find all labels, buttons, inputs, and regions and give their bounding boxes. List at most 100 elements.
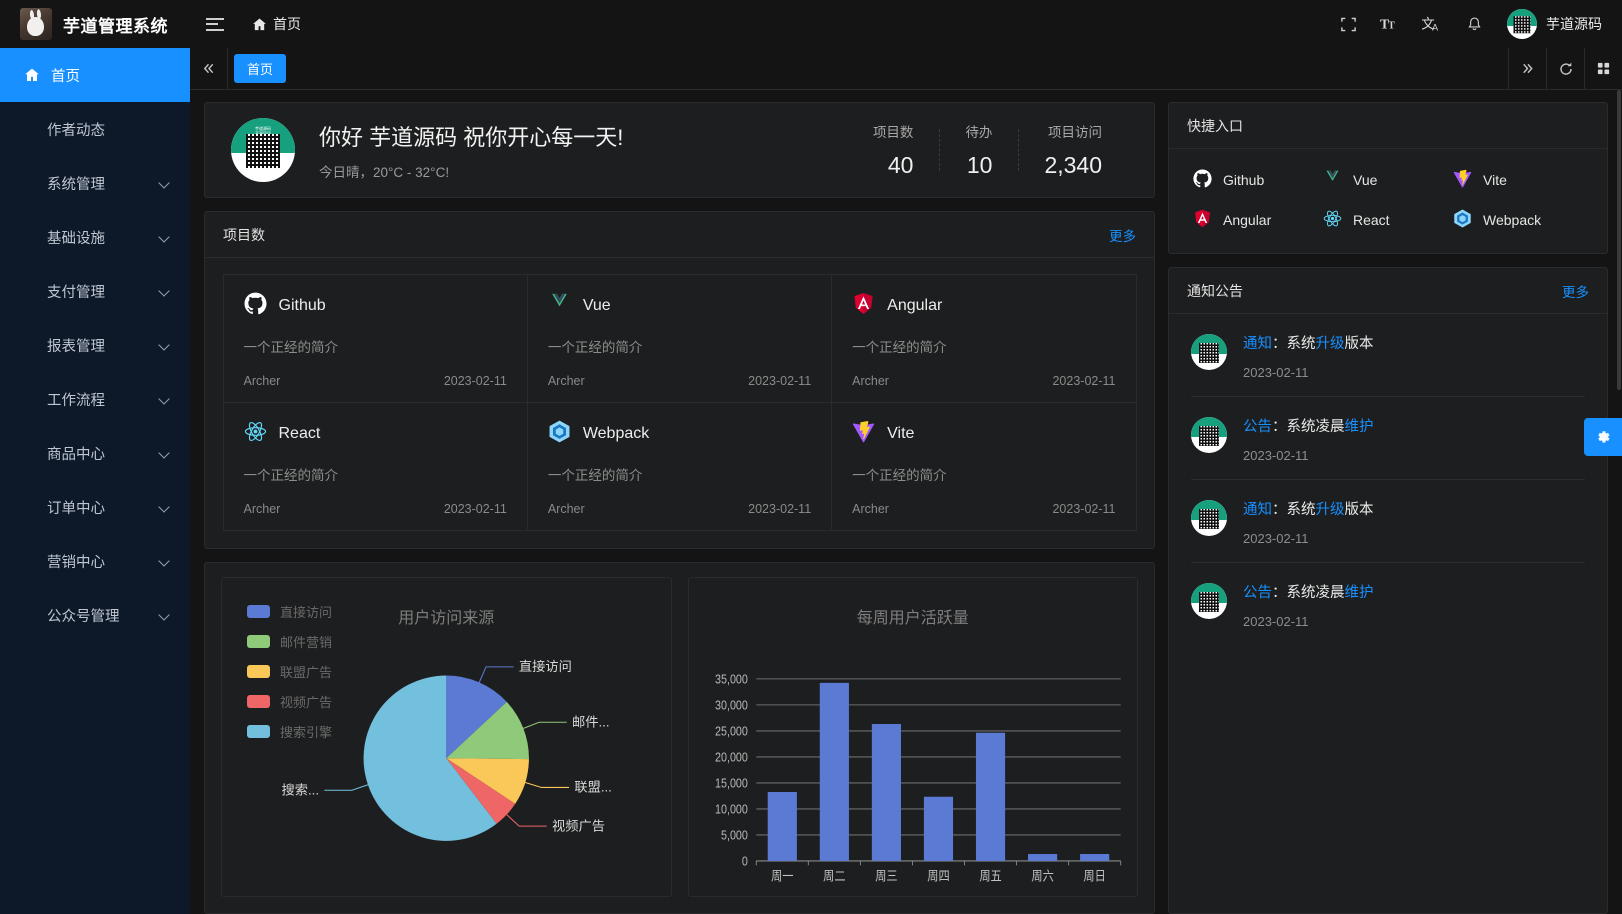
refresh-icon[interactable] <box>1546 48 1584 89</box>
svg-text:周二: 周二 <box>823 869 845 884</box>
quick-entry-label: Vite <box>1483 172 1507 188</box>
page-scrollbar[interactable] <box>1616 90 1622 914</box>
notice-body: 通知：系统升级版本 2023-02-11 公告：系统凌晨维护 <box>1169 314 1607 645</box>
projects-header: 项目数 更多 <box>205 212 1154 258</box>
chevron-down-icon <box>159 232 170 243</box>
fullscreen-icon[interactable] <box>1327 0 1369 48</box>
bar-chart-svg: 0 5,000 10,000 15,000 20,000 25,000 30,000 35,0… <box>715 673 1121 884</box>
project-date: 2023-02-11 <box>748 501 812 516</box>
project-author: Archer <box>243 501 281 516</box>
weather-text: 今日晴，20°C - 32°C! <box>319 164 450 180</box>
sidebar-item-home[interactable]: 首页 <box>0 48 190 102</box>
pie-chart[interactable]: 用户访问来源 直接访问 邮件营销 联盟广告 视频广告 搜索引擎 直接访问 邮件..… <box>221 577 672 897</box>
project-card-vite[interactable]: Vite 一个正经的简介 Archer 2023-02-11 <box>831 401 1137 531</box>
double-chevron-left-icon[interactable] <box>190 48 228 89</box>
notice-date: 2023-02-11 <box>1243 531 1309 546</box>
sidebar-item-author-news[interactable]: 作者动态 <box>0 102 190 156</box>
quick-entry-card: 快捷入口 Github Vue <box>1168 102 1608 254</box>
webpack-icon <box>1453 209 1472 231</box>
notice-item[interactable]: 通知：系统升级版本 2023-02-11 <box>1191 314 1585 397</box>
project-card-vue[interactable]: Vue 一个正经的简介 Archer 2023-02-11 <box>526 273 833 403</box>
sidebar-item-workflow[interactable]: 工作流程 <box>0 372 190 426</box>
project-date: 2023-02-11 <box>443 501 507 516</box>
sidebar-item-system[interactable]: 系统管理 <box>0 156 190 210</box>
bar-chart[interactable]: 每周用户活跃量 0 5,000 10,000 15,000 20,000 25,000 30… <box>687 577 1138 897</box>
quick-entry-react[interactable]: React <box>1323 209 1453 231</box>
sidebar-item-infra[interactable]: 基础设施 <box>0 210 190 264</box>
projects-more-link[interactable]: 更多 <box>1109 228 1136 244</box>
notice-date: 2023-02-11 <box>1243 448 1309 463</box>
notice-item[interactable]: 公告：系统凌晨维护 2023-02-11 <box>1191 397 1585 480</box>
sidebar: 首页 作者动态 系统管理 基础设施 支付管理 报表管理 工作流 <box>0 48 190 914</box>
quick-entry-vite[interactable]: Vite <box>1453 169 1583 191</box>
main-column: 芋道源码开源项目 你好 芋道源码 祝你开心每一天! 今日晴，20°C - 32°… <box>204 102 1155 914</box>
avatar <box>1191 417 1227 453</box>
notice-more-link[interactable]: 更多 <box>1562 284 1589 300</box>
quick-entry-body: Github Vue Vite <box>1169 149 1607 253</box>
brand[interactable]: 芋道管理系统 <box>0 8 196 40</box>
chevron-down-icon <box>159 286 170 297</box>
notice-pre: 系统 <box>1286 502 1316 518</box>
chevron-down-icon <box>159 610 170 621</box>
user-menu[interactable]: 芋道源码 <box>1495 9 1608 39</box>
tab-bar: 首页 <box>190 48 1622 90</box>
quick-entry-github[interactable]: Github <box>1193 169 1323 191</box>
legend-swatch <box>247 605 270 618</box>
settings-drawer-button[interactable] <box>1584 418 1622 456</box>
sidebar-item-product[interactable]: 商品中心 <box>0 426 190 480</box>
svg-text:邮件...: 邮件... <box>572 714 610 729</box>
notice-item[interactable]: 公告：系统凌晨维护 2023-02-11 <box>1191 563 1585 645</box>
project-card-github[interactable]: Github 一个正经的简介 Archer 2023-02-11 <box>222 273 528 403</box>
avatar <box>1191 583 1227 619</box>
vite-icon <box>1453 169 1472 191</box>
home-icon <box>252 17 267 32</box>
project-date: 2023-02-11 <box>1052 501 1116 516</box>
project-card-angular[interactable]: Angular 一个正经的简介 Archer 2023-02-11 <box>831 273 1137 403</box>
svg-text:35,000: 35,000 <box>715 673 748 687</box>
hamburger-icon[interactable] <box>206 17 224 31</box>
quick-entry-vue[interactable]: Vue <box>1323 169 1453 191</box>
sidebar-item-pay[interactable]: 支付管理 <box>0 264 190 318</box>
github-icon <box>243 292 267 320</box>
chevron-down-icon <box>159 502 170 513</box>
charts-card: 用户访问来源 直接访问 邮件营销 联盟广告 视频广告 搜索引擎 直接访问 邮件..… <box>204 562 1155 914</box>
bar-chart-title: 每周用户活跃量 <box>856 610 969 627</box>
tab-home[interactable]: 首页 <box>234 54 287 83</box>
notice-date: 2023-02-11 <box>1243 365 1309 380</box>
breadcrumb[interactable]: 首页 <box>252 14 301 34</box>
bell-icon[interactable] <box>1453 0 1495 48</box>
double-chevron-right-icon[interactable] <box>1508 48 1546 89</box>
project-card-webpack[interactable]: Webpack 一个正经的简介 Archer 2023-02-11 <box>526 401 833 531</box>
sidebar-item-order[interactable]: 订单中心 <box>0 480 190 534</box>
side-column: 快捷入口 Github Vue <box>1168 102 1608 914</box>
pie-chart-title: 用户访问来源 <box>398 610 495 627</box>
notice-pre: 系统凌晨 <box>1286 585 1345 601</box>
project-card-react[interactable]: React 一个正经的简介 Archer 2023-02-11 <box>222 401 528 531</box>
quick-entry-header: 快捷入口 <box>1169 103 1607 149</box>
project-name: Angular <box>887 296 943 314</box>
main-area: 首页 <box>190 48 1622 914</box>
notice-item[interactable]: 通知：系统升级版本 2023-02-11 <box>1191 480 1585 563</box>
quick-entry-angular[interactable]: Angular <box>1193 209 1323 231</box>
sidebar-item-marketing[interactable]: 营销中心 <box>0 534 190 588</box>
welcome-stats: 项目数 40 待办 10 项目访问 2,340 <box>847 121 1128 179</box>
svg-text:视频广告: 视频广告 <box>552 818 605 833</box>
notice-header: 通知公告 更多 <box>1169 268 1607 314</box>
notice-highlight: 维护 <box>1344 585 1374 601</box>
stat-todo: 待办 10 <box>939 121 1018 179</box>
grid-icon[interactable] <box>1584 48 1622 89</box>
project-desc: 一个正经的简介 <box>852 467 947 483</box>
avatar <box>1507 9 1537 39</box>
sidebar-item-label: 基础设施 <box>47 230 105 247</box>
pie-chart-svg: 直接访问邮件...联盟...视频广告搜索... <box>282 658 612 841</box>
quick-entry-webpack[interactable]: Webpack <box>1453 209 1583 231</box>
sidebar-item-mp[interactable]: 公众号管理 <box>0 588 190 642</box>
sidebar-item-label: 商品中心 <box>47 446 105 463</box>
sidebar-item-report[interactable]: 报表管理 <box>0 318 190 372</box>
welcome-card: 芋道源码开源项目 你好 芋道源码 祝你开心每一天! 今日晴，20°C - 32°… <box>204 102 1155 198</box>
sidebar-item-label: 作者动态 <box>47 122 105 139</box>
chevron-down-icon <box>159 448 170 459</box>
